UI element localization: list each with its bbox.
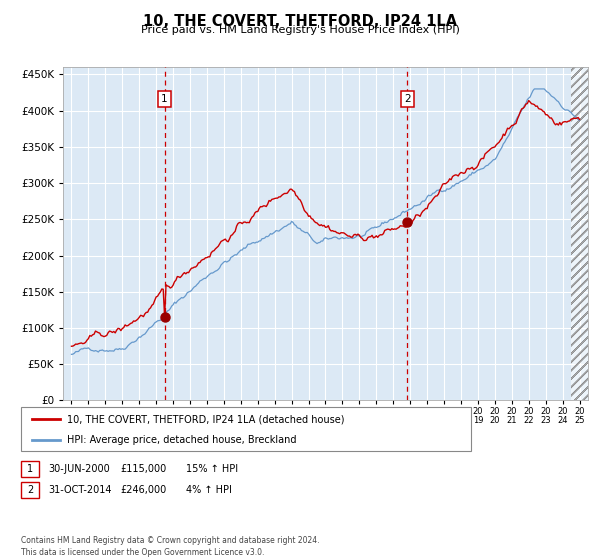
Text: 10, THE COVERT, THETFORD, IP24 1LA (detached house): 10, THE COVERT, THETFORD, IP24 1LA (deta… bbox=[67, 414, 344, 424]
Text: 10, THE COVERT, THETFORD, IP24 1LA: 10, THE COVERT, THETFORD, IP24 1LA bbox=[143, 14, 457, 29]
Text: 2: 2 bbox=[27, 485, 33, 495]
Text: 4% ↑ HPI: 4% ↑ HPI bbox=[186, 485, 232, 495]
Text: 31-OCT-2014: 31-OCT-2014 bbox=[48, 485, 112, 495]
Text: Price paid vs. HM Land Registry's House Price Index (HPI): Price paid vs. HM Land Registry's House … bbox=[140, 25, 460, 35]
Bar bbox=[571, 67, 588, 400]
Text: £246,000: £246,000 bbox=[120, 485, 166, 495]
Bar bbox=[571, 67, 588, 400]
Text: £115,000: £115,000 bbox=[120, 464, 166, 474]
Text: 1: 1 bbox=[161, 94, 168, 104]
Text: Contains HM Land Registry data © Crown copyright and database right 2024.
This d: Contains HM Land Registry data © Crown c… bbox=[21, 536, 320, 557]
Text: 2: 2 bbox=[404, 94, 410, 104]
Text: 1: 1 bbox=[27, 464, 33, 474]
Text: 30-JUN-2000: 30-JUN-2000 bbox=[48, 464, 110, 474]
Text: HPI: Average price, detached house, Breckland: HPI: Average price, detached house, Brec… bbox=[67, 435, 296, 445]
Text: 15% ↑ HPI: 15% ↑ HPI bbox=[186, 464, 238, 474]
